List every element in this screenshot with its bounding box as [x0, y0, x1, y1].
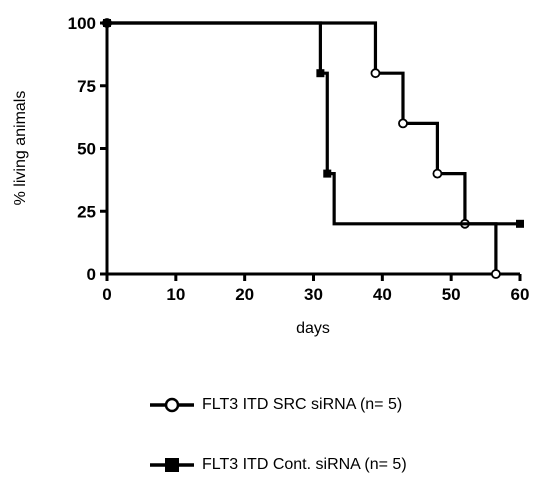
x-tick-label: 30	[304, 285, 323, 304]
series-0	[102, 18, 501, 279]
legend-label-cont: FLT3 ITD Cont. siRNA (n= 5)	[202, 456, 407, 473]
series-layer	[102, 18, 524, 279]
axes: 0 25 50 75 100 0 10 20 30 40 50 60	[68, 14, 530, 304]
data-point-open-circle	[432, 168, 443, 179]
legend-item-cont: FLT3 ITD Cont. siRNA (n= 5)	[150, 455, 407, 475]
x-tick-label: 0	[102, 285, 111, 304]
data-point-open-circle	[370, 68, 381, 79]
data-point-filled-square	[103, 19, 111, 27]
y-tick-label: 100	[68, 14, 96, 33]
data-point-open-circle	[398, 118, 408, 129]
legend-marker-filled-square-icon	[150, 458, 194, 472]
y-axis-label: % living animals	[12, 91, 29, 206]
data-point-open-circle	[491, 269, 501, 279]
y-tick-label: 50	[77, 140, 96, 159]
y-tick-label: 0	[87, 265, 96, 284]
data-point-filled-square	[323, 169, 332, 178]
data-point-filled-square	[516, 219, 524, 228]
data-point-filled-square	[316, 69, 325, 78]
y-tick-label: 25	[77, 202, 96, 221]
x-tick-label: 50	[442, 285, 461, 304]
y-tick-label: 75	[77, 77, 96, 96]
series-line	[107, 21, 520, 226]
x-axis-label: days	[296, 320, 330, 337]
x-tick-label: 10	[166, 285, 185, 304]
x-tick-label: 40	[373, 285, 392, 304]
legend-marker-open-circle-icon	[150, 397, 194, 413]
series-1	[103, 19, 524, 228]
legend-label-src: FLT3 ITD SRC siRNA (n= 5)	[202, 396, 403, 413]
legend-item-src: FLT3 ITD SRC siRNA (n= 5)	[150, 395, 402, 415]
series-line	[107, 21, 498, 274]
x-tick-label: 60	[511, 285, 530, 304]
x-tick-label: 20	[235, 285, 254, 304]
